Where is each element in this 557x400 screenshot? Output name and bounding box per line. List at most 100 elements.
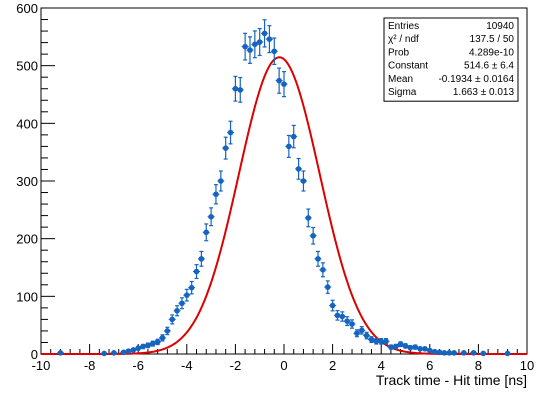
data-marker bbox=[193, 268, 200, 275]
data-point bbox=[411, 344, 419, 350]
data-marker bbox=[179, 300, 185, 307]
stats-value: -0.1934 ± 0.0164 bbox=[438, 74, 514, 85]
data-point bbox=[319, 262, 327, 278]
data-marker bbox=[57, 350, 64, 356]
data-marker bbox=[252, 41, 258, 48]
stats-value: 4.289e-10 bbox=[469, 47, 514, 58]
data-point bbox=[100, 350, 108, 357]
data-marker bbox=[504, 350, 511, 357]
data-marker bbox=[392, 343, 399, 350]
x-tick-label: 10 bbox=[520, 358, 534, 373]
data-marker bbox=[383, 338, 389, 345]
data-point bbox=[348, 319, 356, 329]
gaussian-fit-curve bbox=[41, 56, 527, 355]
x-tick-label: 8 bbox=[475, 358, 482, 373]
data-marker bbox=[120, 349, 127, 356]
data-marker bbox=[461, 350, 467, 356]
data-point bbox=[261, 19, 269, 48]
data-point bbox=[343, 316, 351, 327]
x-axis: -10 -8 -6 -4 -2 0 2 4 6 8 10 bbox=[32, 344, 534, 373]
data-marker bbox=[417, 346, 423, 352]
data-point bbox=[460, 350, 468, 356]
data-marker bbox=[407, 344, 414, 351]
stats-label: χ² / ndf bbox=[388, 34, 419, 45]
data-marker bbox=[446, 350, 453, 356]
x-tick-label: 6 bbox=[426, 358, 433, 373]
data-point bbox=[193, 264, 201, 280]
data-marker bbox=[373, 338, 380, 345]
data-point bbox=[382, 338, 390, 345]
data-marker bbox=[388, 344, 394, 350]
data-marker bbox=[436, 349, 443, 356]
data-marker bbox=[310, 232, 316, 239]
data-marker bbox=[305, 215, 312, 221]
data-marker bbox=[441, 350, 448, 356]
data-point bbox=[163, 326, 171, 336]
data-marker bbox=[427, 347, 433, 354]
x-tick-label: -4 bbox=[181, 358, 193, 373]
x-tick-label: 4 bbox=[378, 358, 385, 373]
y-axis: 0 100 200 300 400 500 600 bbox=[16, 1, 55, 362]
data-point bbox=[173, 305, 181, 317]
data-marker bbox=[295, 166, 302, 172]
data-marker bbox=[184, 292, 190, 298]
data-point bbox=[183, 288, 191, 302]
data-point bbox=[440, 350, 448, 356]
data-point bbox=[338, 311, 346, 322]
data-marker bbox=[281, 81, 287, 87]
data-marker bbox=[470, 350, 477, 356]
stats-box: Entries 10940 χ² / ndf 137.5 / 50 Prob 4.289e… bbox=[383, 17, 519, 102]
data-point bbox=[406, 344, 414, 351]
data-marker bbox=[174, 307, 180, 314]
data-point bbox=[246, 36, 254, 64]
x-tick-label: 0 bbox=[280, 358, 287, 373]
data-marker bbox=[227, 129, 234, 136]
stats-label: Constant bbox=[388, 61, 428, 72]
data-marker bbox=[140, 343, 146, 350]
data-marker bbox=[247, 47, 253, 53]
x-axis-title: Track time - Hit time [ns] bbox=[376, 372, 527, 388]
x-tick-label: 2 bbox=[329, 358, 336, 373]
stats-label: Prob bbox=[388, 47, 410, 58]
data-marker bbox=[154, 339, 161, 345]
y-tick-label: 100 bbox=[16, 289, 38, 304]
data-point bbox=[421, 346, 429, 352]
data-marker bbox=[290, 133, 297, 140]
data-marker bbox=[431, 348, 438, 355]
data-marker bbox=[111, 350, 117, 356]
data-marker bbox=[101, 350, 107, 357]
data-marker bbox=[164, 328, 171, 334]
data-point bbox=[431, 348, 439, 355]
data-point bbox=[314, 250, 322, 267]
data-marker bbox=[334, 312, 341, 319]
data-marker bbox=[480, 350, 487, 357]
data-point bbox=[377, 338, 385, 345]
data-point bbox=[265, 25, 273, 54]
data-point bbox=[110, 350, 118, 356]
data-point bbox=[275, 67, 283, 94]
data-point bbox=[363, 331, 371, 340]
stats-value: 10940 bbox=[486, 21, 514, 32]
y-tick-label: 400 bbox=[16, 116, 38, 131]
data-marker bbox=[271, 48, 278, 55]
data-point bbox=[168, 314, 176, 325]
y-tick-label: 0 bbox=[31, 347, 38, 362]
data-point bbox=[144, 342, 152, 349]
data-marker bbox=[320, 267, 326, 273]
data-point bbox=[159, 334, 166, 342]
data-point bbox=[479, 350, 487, 357]
data-marker bbox=[169, 316, 176, 323]
data-point bbox=[188, 280, 196, 295]
data-marker bbox=[363, 332, 370, 339]
data-point bbox=[299, 170, 307, 192]
x-tick-label: -8 bbox=[84, 358, 96, 373]
data-point bbox=[285, 134, 293, 158]
data-marker bbox=[256, 39, 263, 45]
data-marker bbox=[188, 284, 195, 291]
data-point bbox=[504, 350, 512, 357]
x-tick-label: -10 bbox=[32, 358, 51, 373]
y-tick-label: 600 bbox=[16, 1, 38, 16]
data-point bbox=[222, 136, 230, 160]
data-marker bbox=[237, 87, 244, 93]
data-point bbox=[251, 30, 259, 59]
